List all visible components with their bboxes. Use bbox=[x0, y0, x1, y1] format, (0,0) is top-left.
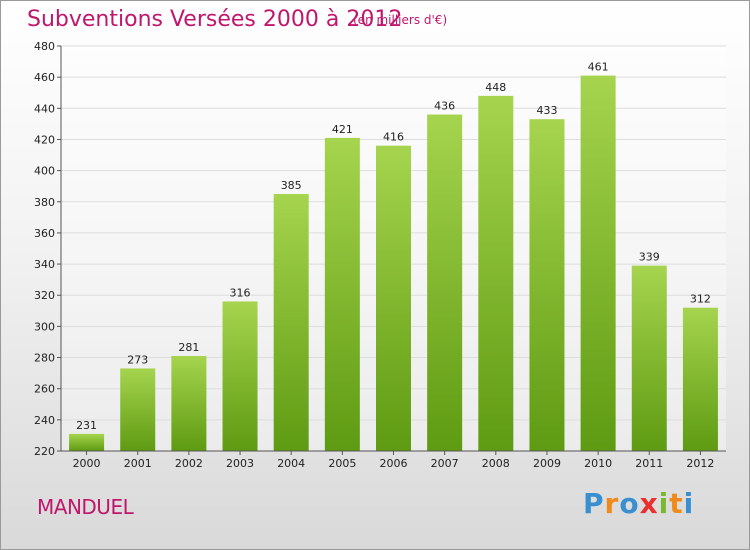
bar-2006 bbox=[376, 145, 411, 451]
x-tick-label: 2002 bbox=[175, 457, 203, 470]
y-tick-label: 380 bbox=[34, 196, 55, 209]
data-label-2003: 316 bbox=[230, 286, 251, 299]
bar-2007 bbox=[427, 114, 463, 452]
x-tick-label: 2001 bbox=[124, 457, 152, 470]
y-tick-label: 300 bbox=[34, 320, 55, 333]
bar-2008 bbox=[478, 95, 514, 451]
logo-letter: r bbox=[604, 487, 620, 520]
y-tick-label: 400 bbox=[34, 165, 55, 178]
y-axis: 220 240 260 280 300 320 340 360 380 400 420 440 460 4… bbox=[34, 40, 61, 458]
bar-2004 bbox=[273, 193, 309, 451]
data-label-2000: 231 bbox=[76, 419, 97, 432]
y-tick-label: 440 bbox=[34, 102, 55, 115]
y-tick-label: 360 bbox=[34, 227, 55, 240]
bar-2012 bbox=[682, 307, 718, 451]
logo-letter: i bbox=[683, 487, 695, 520]
y-tick-label: 460 bbox=[34, 71, 55, 84]
data-label-2009: 433 bbox=[536, 104, 557, 117]
y-tick-label: 420 bbox=[34, 133, 55, 146]
x-tick-label: 2008 bbox=[482, 457, 510, 470]
x-tick-label: 2009 bbox=[533, 457, 561, 470]
data-label-2010: 461 bbox=[588, 61, 609, 74]
data-label-2002: 281 bbox=[178, 341, 199, 354]
x-tick-label: 2000 bbox=[73, 457, 101, 470]
bar-2000 bbox=[69, 433, 105, 451]
logo-letter: x bbox=[639, 487, 659, 520]
x-tick-label: 2003 bbox=[226, 457, 254, 470]
proxiti-logo: Proxiti bbox=[583, 487, 694, 520]
x-tick-label: 2012 bbox=[686, 457, 714, 470]
logo-letter: i bbox=[658, 487, 670, 520]
x-tick-label: 2006 bbox=[380, 457, 408, 470]
logo-letter: P bbox=[583, 487, 605, 520]
data-label-2008: 448 bbox=[485, 81, 506, 94]
bar-2009 bbox=[529, 119, 565, 451]
data-label-2011: 339 bbox=[639, 251, 660, 264]
bar-2001 bbox=[120, 368, 156, 451]
x-tick-label: 2005 bbox=[328, 457, 356, 470]
chart-title: Subventions Versées 2000 à 2012 bbox=[27, 7, 403, 32]
data-label-2007: 436 bbox=[434, 100, 455, 113]
y-tick-label: 260 bbox=[34, 383, 55, 396]
x-tick-label: 2004 bbox=[277, 457, 305, 470]
data-label-2004: 385 bbox=[281, 179, 302, 192]
y-tick-label: 280 bbox=[34, 352, 55, 365]
data-label-2012: 312 bbox=[690, 293, 711, 306]
x-tick-label: 2011 bbox=[635, 457, 663, 470]
x-tick-label: 2010 bbox=[584, 457, 612, 470]
x-axis: 2000 2001 2002 2003 2004 2005 2006 2007 2008 2009… bbox=[73, 451, 714, 470]
logo-letter: t bbox=[669, 487, 684, 520]
bar-2010 bbox=[580, 75, 616, 451]
data-label-2001: 273 bbox=[127, 353, 148, 366]
logo-letter: o bbox=[619, 487, 640, 520]
x-tick-label: 2007 bbox=[431, 457, 459, 470]
bar-2011 bbox=[631, 265, 667, 451]
data-label-2005: 421 bbox=[332, 123, 353, 136]
commune-name: MANDUEL bbox=[37, 495, 134, 519]
y-tick-label: 220 bbox=[34, 445, 55, 458]
bar-2003 bbox=[222, 301, 258, 451]
bar-2005 bbox=[324, 137, 360, 451]
y-tick-label: 340 bbox=[34, 258, 55, 271]
bar-series: 231 273 281 316 385 421 416 436 448 433 461 339 312 bbox=[69, 61, 718, 452]
bar-2002 bbox=[171, 355, 207, 451]
y-tick-label: 320 bbox=[34, 289, 55, 302]
chart-subtitle: (en milliers d'€) bbox=[353, 13, 448, 27]
y-tick-label: 240 bbox=[34, 414, 55, 427]
data-label-2006: 416 bbox=[383, 131, 404, 144]
y-tick-label: 480 bbox=[34, 40, 55, 53]
